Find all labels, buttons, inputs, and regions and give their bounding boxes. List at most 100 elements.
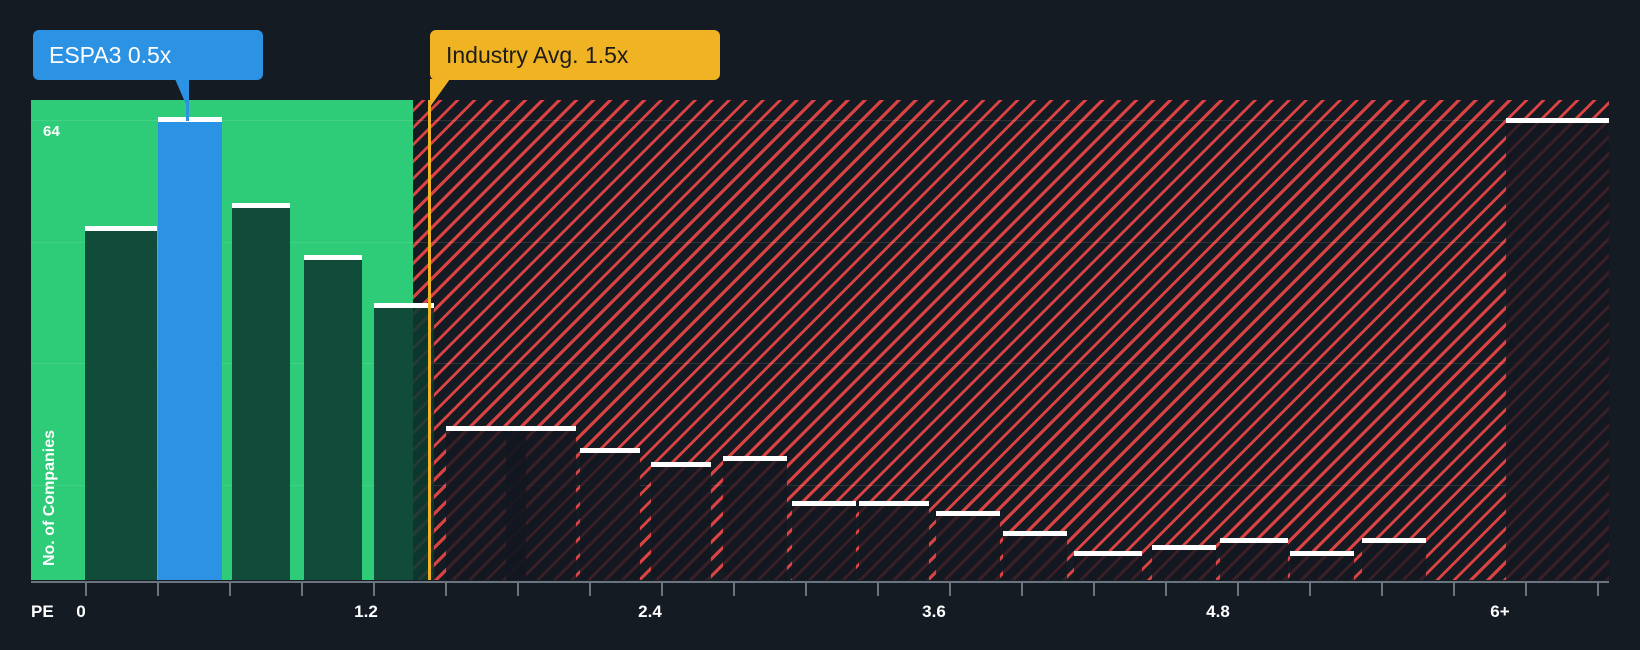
bar-cap [1362, 538, 1426, 543]
bar[interactable] [1152, 545, 1216, 580]
gridline-0 [31, 120, 1609, 121]
bar-body [1362, 543, 1426, 580]
bar-cap [446, 426, 526, 431]
x-axis-tick-8 [661, 583, 663, 596]
bar-cap [374, 303, 434, 308]
bar-cap [1074, 551, 1142, 556]
x-axis-tick-11 [877, 583, 879, 596]
bar[interactable] [232, 203, 290, 580]
bar-cap [792, 501, 856, 506]
x-axis-tick-5 [445, 583, 447, 596]
x-axis-tick-0 [85, 583, 87, 596]
bar[interactable] [723, 456, 787, 580]
bar-body [506, 431, 576, 580]
bar-body [1152, 550, 1216, 580]
x-axis-tick-17 [1309, 583, 1311, 596]
x-axis-tick-label-3: 3.6 [922, 602, 946, 621]
bar-cap [158, 117, 222, 122]
x-axis-tick-16 [1237, 583, 1239, 596]
bar-cap [723, 456, 787, 461]
bar[interactable] [1220, 538, 1288, 580]
industry-callout[interactable]: Industry Avg. 1.5x [430, 30, 720, 80]
x-axis-tick-6 [517, 583, 519, 596]
bar-cap [1506, 118, 1609, 123]
bar-body [936, 516, 1000, 580]
bar[interactable] [506, 426, 576, 580]
bar-body [580, 453, 640, 580]
x-axis-line [31, 581, 1609, 583]
bar-body [85, 231, 157, 580]
bar-body [651, 467, 711, 580]
bar[interactable] [936, 511, 1000, 580]
x-axis-tick-14 [1093, 583, 1095, 596]
bar-cap [1003, 531, 1067, 536]
x-axis-tick-15 [1165, 583, 1167, 596]
bar[interactable] [1074, 551, 1142, 580]
bar-cap [1152, 545, 1216, 550]
bar-body [859, 506, 929, 580]
bar[interactable] [651, 462, 711, 580]
bar[interactable] [1290, 551, 1354, 580]
bar-cap [936, 511, 1000, 516]
y-axis-title: No. of Companies [41, 429, 58, 566]
x-axis-tick-label-4: 4.8 [1206, 602, 1230, 621]
bar-body [1003, 536, 1067, 580]
bar-body [723, 461, 787, 580]
x-axis-tick-7 [589, 583, 591, 596]
bar-cap [580, 448, 640, 453]
bar-cap [85, 226, 157, 231]
bar[interactable] [1003, 531, 1067, 580]
bar-cap [232, 203, 290, 208]
bar-cap [859, 501, 929, 506]
x-axis-tick-label-2: 2.4 [638, 602, 662, 621]
bar[interactable] [304, 255, 362, 580]
bar-cap [651, 462, 711, 467]
bar-body [1220, 543, 1288, 580]
x-axis-tick-label-0: 0 [76, 602, 86, 621]
bar[interactable] [1362, 538, 1426, 580]
bar[interactable] [1506, 118, 1609, 580]
overvalued-zone [413, 100, 1609, 580]
x-axis-tick-9 [733, 583, 735, 596]
bar-body [232, 208, 290, 580]
bar[interactable] [859, 501, 929, 580]
x-axis-tick-19 [1453, 583, 1455, 596]
x-axis-tick-12 [949, 583, 951, 596]
bar[interactable] [580, 448, 640, 580]
company-callout-tail [175, 79, 188, 109]
x-axis-tick-4 [373, 583, 375, 596]
bar-body [158, 122, 222, 580]
bar-cap [1220, 538, 1288, 543]
company-callout-stem [186, 79, 189, 121]
bar-body [1506, 123, 1609, 580]
company-callout[interactable]: ESPA3 0.5x [33, 30, 263, 80]
x-axis-tick-label-5: 6+ [1490, 602, 1510, 621]
x-axis-tick-21 [1597, 583, 1599, 596]
x-axis-tick-10 [805, 583, 807, 596]
bar-body [1074, 556, 1142, 580]
bar-body [792, 506, 856, 580]
gridline-3 [31, 485, 1609, 486]
bar-selected[interactable] [158, 117, 222, 580]
x-axis-tick-1 [157, 583, 159, 596]
bar-body [374, 308, 434, 580]
x-axis-tick-18 [1381, 583, 1383, 596]
gridline-1 [31, 242, 1609, 243]
bar-body [304, 260, 362, 580]
industry-average-line [428, 100, 431, 580]
x-axis-tick-13 [1021, 583, 1023, 596]
bar-cap [304, 255, 362, 260]
bar-body [1290, 556, 1354, 580]
x-axis-tick-20 [1525, 583, 1527, 596]
gridline-2 [31, 363, 1609, 364]
x-axis-tick-2 [229, 583, 231, 596]
x-axis-tick-label-1: 1.2 [354, 602, 378, 621]
y-axis-max-label: 64 [43, 123, 61, 140]
bar[interactable] [85, 226, 157, 580]
bar[interactable] [792, 501, 856, 580]
bar[interactable] [374, 303, 434, 580]
plot-area: 64 No. of Companies [31, 100, 1609, 580]
x-axis-name: PE [31, 602, 54, 621]
company-callout-label: ESPA3 0.5x [49, 41, 172, 68]
